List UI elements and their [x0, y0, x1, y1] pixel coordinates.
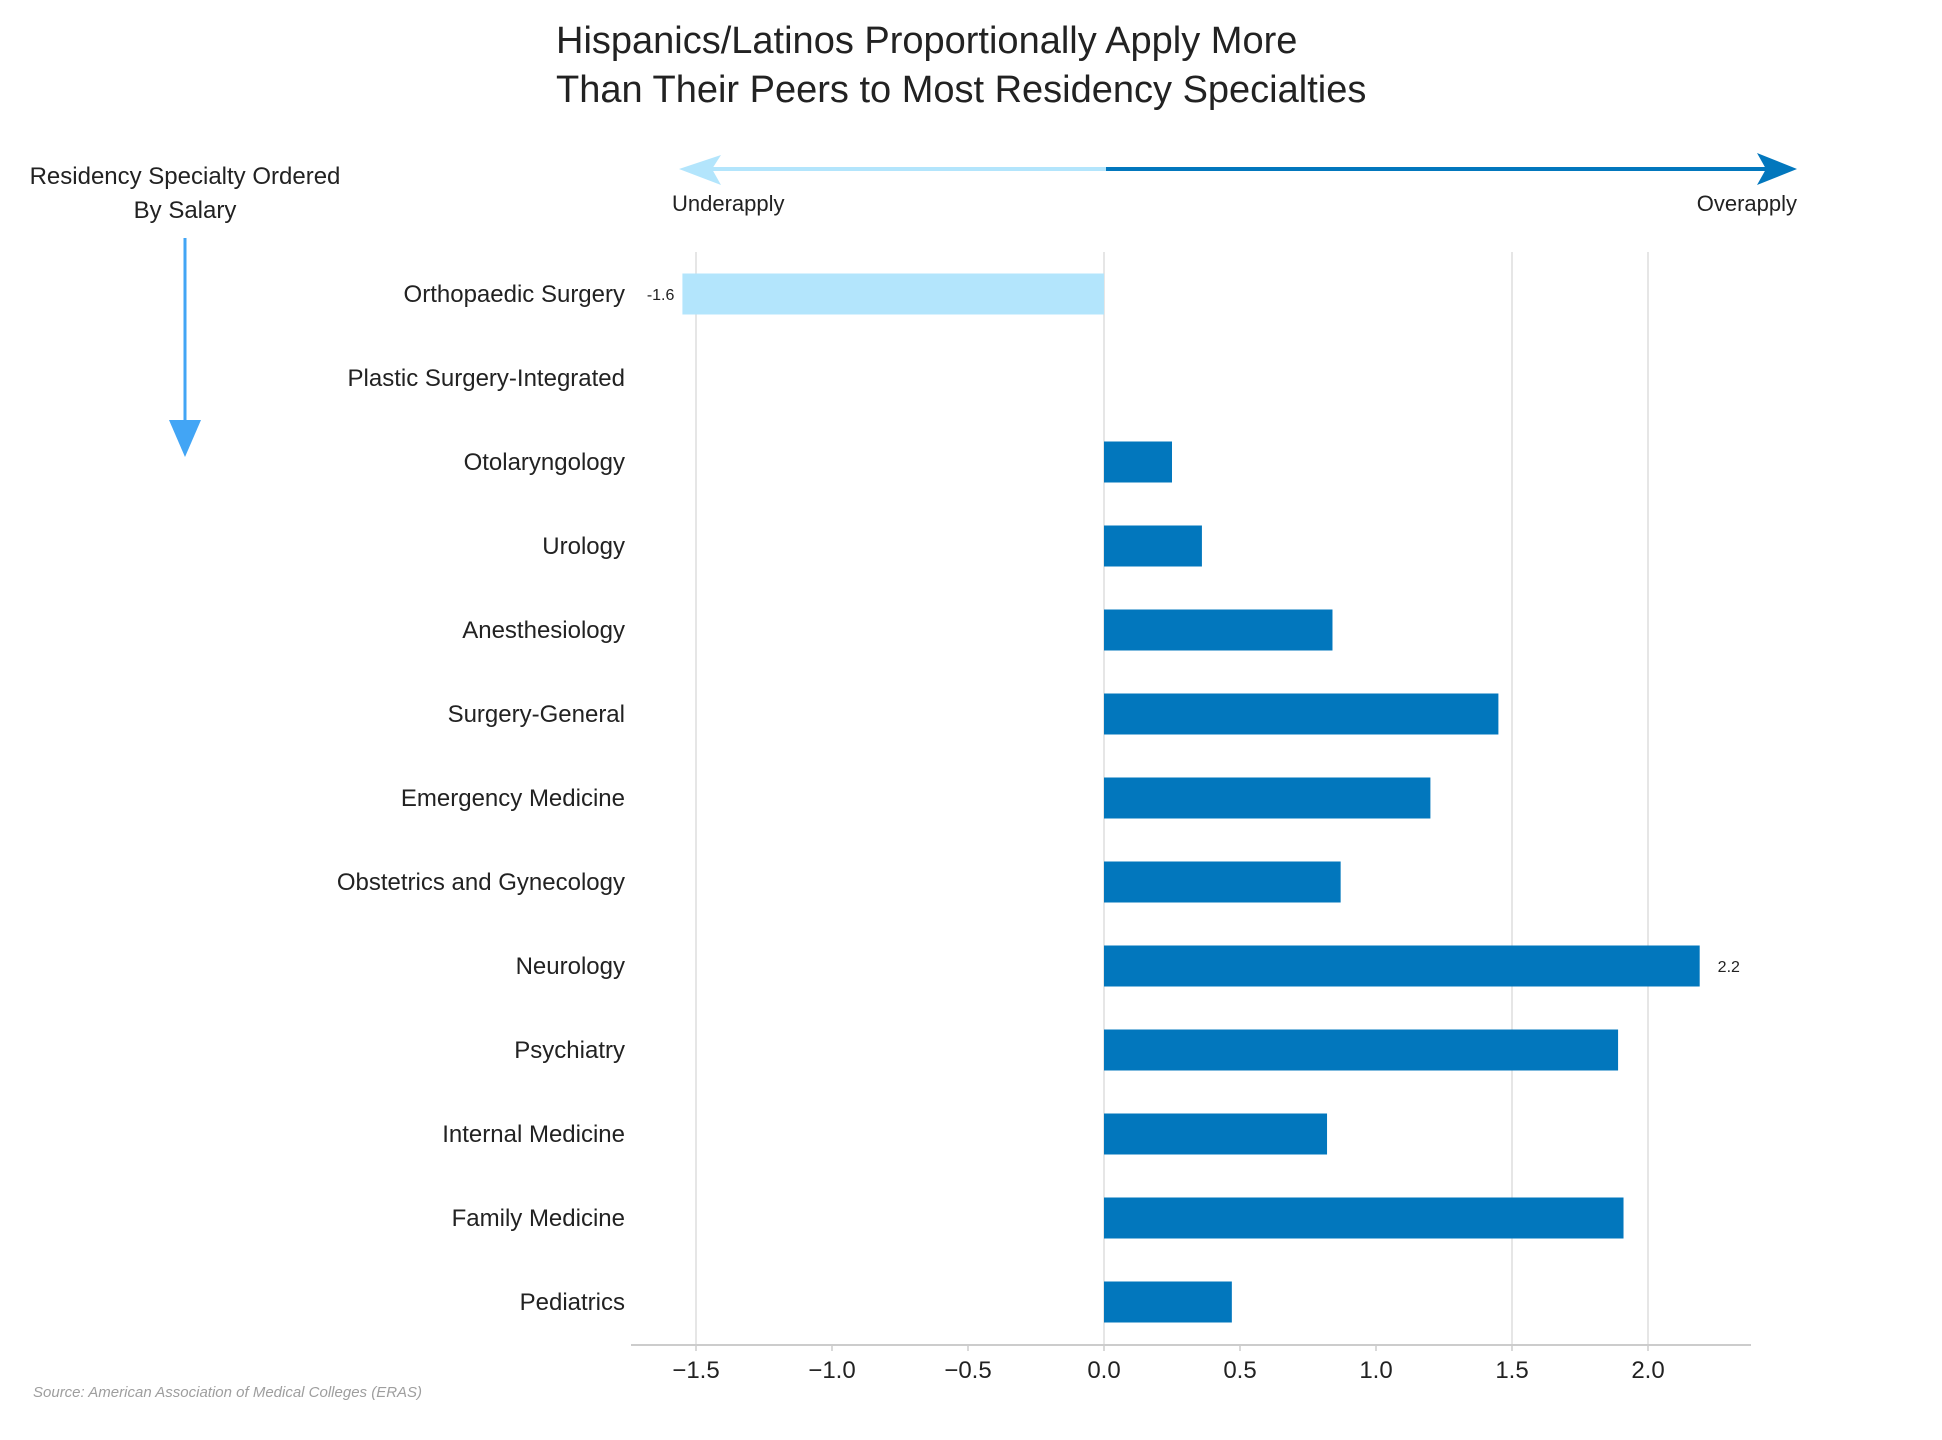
category-label: Plastic Surgery-Integrated — [348, 365, 625, 392]
bar — [1104, 609, 1333, 651]
chart-title-line-2: Than Their Peers to Most Residency Speci… — [556, 69, 1366, 111]
underapply-label: Underapply — [672, 191, 785, 216]
x-tick-label: 0.0 — [1087, 1357, 1120, 1384]
bar — [1104, 1197, 1624, 1239]
category-label: Surgery-General — [448, 701, 625, 728]
x-tick-label: 0.5 — [1223, 1357, 1256, 1384]
order-arrow-down-icon — [169, 238, 201, 457]
bar — [1104, 1113, 1328, 1155]
category-label: Pediatrics — [520, 1289, 625, 1316]
category-label: Otolaryngology — [464, 449, 625, 476]
bar — [1104, 693, 1499, 735]
data-labels: -1.6 2.2 — [647, 287, 1740, 976]
x-tick-label: 1.5 — [1495, 1357, 1528, 1384]
bar — [1104, 945, 1700, 987]
category-label: Psychiatry — [514, 1037, 625, 1064]
x-axis-ticks: −1.5 −1.0 −0.5 0.0 0.5 1.0 1.5 2.0 — [672, 1345, 1665, 1384]
category-label: Urology — [542, 533, 625, 560]
category-label: Internal Medicine — [442, 1121, 625, 1148]
bar — [1104, 1281, 1232, 1323]
data-label: 2.2 — [1718, 959, 1740, 976]
x-tick-label: −0.5 — [944, 1357, 991, 1384]
overapply-label: Overapply — [1697, 191, 1797, 216]
underapply-arrow-head-icon — [679, 155, 721, 185]
bar — [682, 273, 1104, 315]
direction-arrow — [679, 153, 1797, 185]
order-note-line-1: Residency Specialty Ordered — [30, 163, 341, 190]
category-label: Anesthesiology — [462, 617, 625, 644]
overapply-arrow-head-icon — [1757, 153, 1797, 185]
x-tick-label: 2.0 — [1631, 1357, 1664, 1384]
category-label: Neurology — [516, 953, 625, 980]
bar — [1104, 1029, 1619, 1071]
chart-title-line-1: Hispanics/Latinos Proportionally Apply M… — [556, 20, 1297, 62]
source-note: Source: American Association of Medical … — [33, 1384, 422, 1401]
x-tick-label: 1.0 — [1359, 1357, 1392, 1384]
x-tick-label: −1.0 — [808, 1357, 855, 1384]
bar — [1104, 441, 1172, 483]
category-label: Emergency Medicine — [401, 785, 625, 812]
category-label: Obstetrics and Gynecology — [337, 869, 625, 896]
data-label: -1.6 — [647, 287, 675, 304]
bar — [1104, 861, 1341, 903]
bar — [1104, 777, 1431, 819]
category-label: Orthopaedic Surgery — [404, 281, 625, 308]
x-tick-label: −1.5 — [672, 1357, 719, 1384]
bar — [1104, 525, 1202, 567]
category-label: Family Medicine — [452, 1205, 625, 1232]
bars — [682, 273, 1700, 1323]
category-labels: Orthopaedic Surgery Plastic Surgery-Integ… — [337, 281, 625, 1316]
order-note-line-2: By Salary — [134, 197, 237, 224]
